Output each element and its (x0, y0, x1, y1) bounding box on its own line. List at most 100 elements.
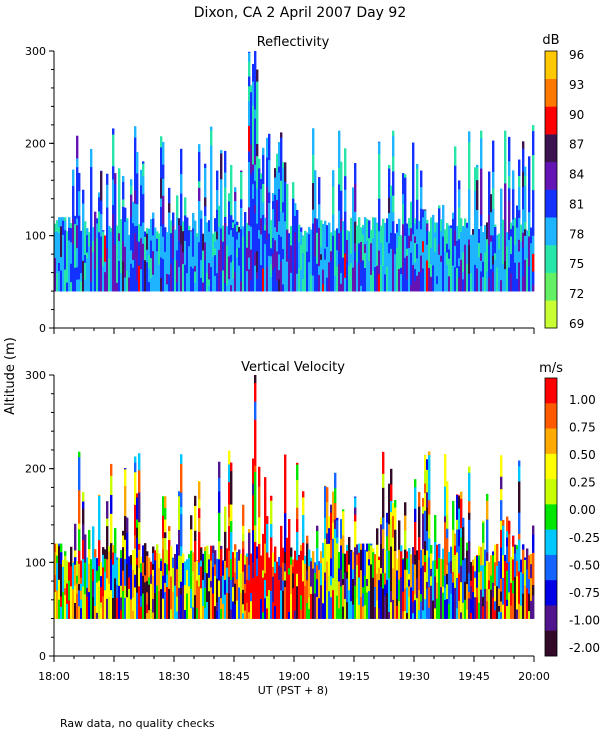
heatmap-cell (448, 603, 451, 619)
heatmap-cell (76, 583, 79, 594)
heatmap-cell (76, 247, 79, 268)
heatmap-cell (198, 278, 201, 292)
heatmap-cell (418, 271, 421, 292)
heatmap-cell (266, 574, 269, 590)
heatmap-cell (68, 266, 71, 292)
heatmap-cell (292, 609, 295, 619)
heatmap-cell (204, 167, 207, 198)
heatmap-cell (58, 226, 61, 233)
heatmap-cell (216, 601, 219, 611)
heatmap-cell (220, 608, 223, 619)
heatmap-cell (310, 229, 313, 245)
heatmap-cell (98, 580, 101, 587)
heatmap-cell (346, 571, 349, 579)
heatmap-cell (218, 580, 221, 597)
heatmap-cell (166, 238, 169, 246)
heatmap-cell (152, 598, 155, 613)
heatmap-cell (532, 154, 535, 163)
heatmap-cell (480, 225, 483, 254)
heatmap-cell (460, 527, 463, 538)
heatmap-cell (252, 214, 255, 229)
heatmap-cell (490, 211, 493, 236)
heatmap-cell (76, 135, 79, 159)
heatmap-cell (336, 228, 339, 251)
heatmap-cell (436, 598, 439, 619)
heatmap-cell (268, 563, 271, 576)
heatmap-cell (230, 520, 233, 532)
heatmap-cell (236, 277, 239, 292)
heatmap-cell (412, 612, 415, 619)
heatmap-cell (460, 259, 463, 292)
heatmap-cell (380, 242, 383, 266)
heatmap-cell (412, 190, 415, 213)
heatmap-cell (334, 528, 337, 539)
heatmap-cell (324, 528, 327, 539)
heatmap-cell (492, 188, 495, 209)
heatmap-cell (472, 565, 475, 592)
heatmap-cell (476, 164, 479, 168)
heatmap-cell (258, 516, 261, 545)
heatmap-cell (406, 223, 409, 235)
heatmap-cell (450, 256, 453, 284)
heatmap-cell (90, 198, 93, 228)
heatmap-cell (468, 478, 471, 502)
heatmap-cell (100, 602, 103, 609)
heatmap-cell (232, 576, 235, 588)
heatmap-cell (516, 575, 519, 610)
heatmap-cell (512, 580, 515, 594)
heatmap-cell (92, 262, 95, 292)
heatmap-cell (360, 227, 363, 242)
heatmap-cell (334, 233, 337, 254)
heatmap-cell (218, 205, 221, 227)
heatmap-cell (474, 570, 477, 578)
heatmap-cell (442, 548, 445, 560)
heatmap-cell (252, 458, 255, 484)
heatmap-cell (106, 508, 109, 519)
heatmap-cell (230, 184, 233, 216)
heatmap-cell (158, 590, 161, 619)
heatmap-cell (242, 504, 245, 526)
heatmap-cell (202, 605, 205, 619)
heatmap-cell (222, 560, 225, 576)
heatmap-cell (358, 604, 361, 619)
heatmap-cell (466, 583, 469, 610)
heatmap-cell (366, 543, 369, 552)
heatmap-cell (106, 577, 109, 599)
heatmap-cell (76, 561, 79, 576)
heatmap-cell (134, 126, 137, 138)
heatmap-cell (130, 243, 133, 251)
heatmap-cell (258, 238, 261, 264)
heatmap-cell (98, 242, 101, 274)
heatmap-cell (262, 242, 265, 269)
heatmap-cell (438, 543, 441, 558)
heatmap-cell (156, 238, 159, 252)
heatmap-cell (228, 504, 231, 518)
heatmap-cell (78, 279, 81, 292)
heatmap-cell (112, 128, 115, 135)
heatmap-cell (508, 239, 511, 268)
heatmap-cell (126, 230, 129, 264)
heatmap-cell (374, 217, 377, 244)
colorbar-label: 84 (569, 168, 584, 182)
heatmap-cell (522, 148, 525, 172)
heatmap-cell (86, 557, 89, 588)
heatmap-cell (292, 572, 295, 589)
heatmap-cell (246, 579, 249, 603)
heatmap-cell (110, 463, 113, 476)
heatmap-cell (274, 266, 277, 276)
heatmap-cell (324, 572, 327, 581)
heatmap-cell (510, 582, 513, 606)
heatmap-cell (140, 237, 143, 270)
heatmap-cell (220, 153, 223, 180)
heatmap-cell (356, 256, 359, 263)
heatmap-cell (274, 168, 277, 178)
heatmap-cell (340, 174, 343, 191)
heatmap-cell (474, 167, 477, 192)
heatmap-cell (406, 255, 409, 280)
heatmap-cell (340, 519, 343, 539)
heatmap-cell (488, 588, 491, 619)
heatmap-cell (398, 520, 401, 530)
heatmap-cell (276, 280, 279, 292)
heatmap-cell (168, 539, 171, 571)
heatmap-cell (288, 574, 291, 606)
